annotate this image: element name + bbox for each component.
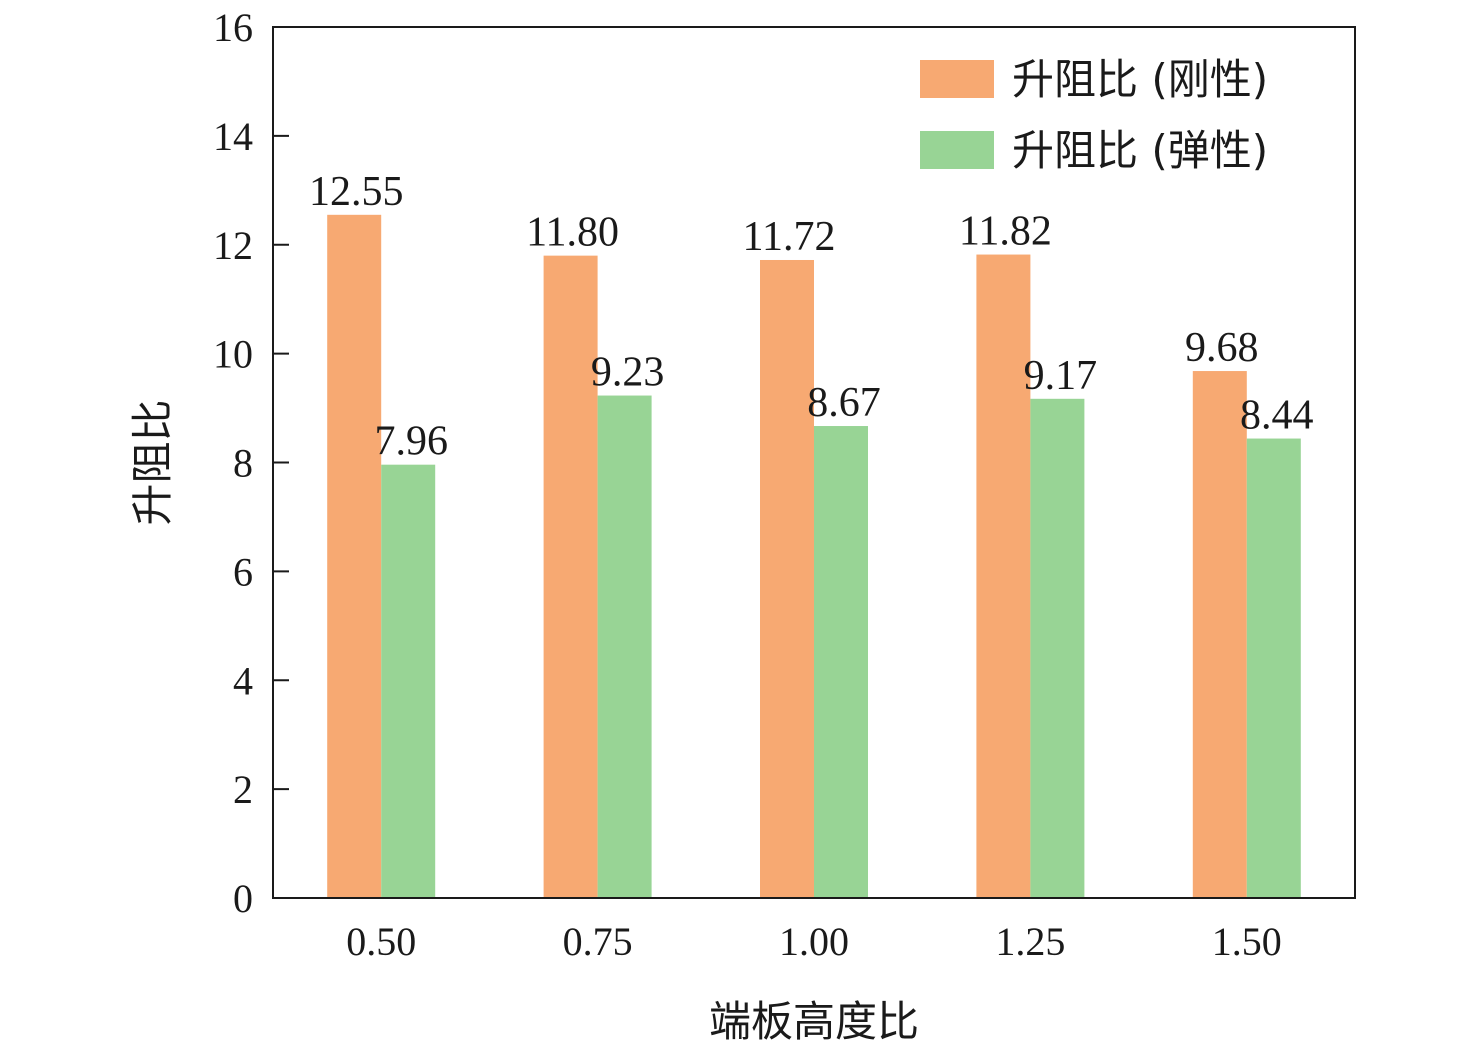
data-label: 9.17 [1024, 353, 1098, 399]
x-axis-title: 端板高度比 [709, 997, 919, 1046]
bar-series-1 [1192, 371, 1247, 898]
data-label: 12.55 [309, 169, 404, 215]
bar-series-2 [1246, 438, 1301, 898]
y-tick-label: 0 [233, 876, 253, 921]
data-label: 7.96 [374, 419, 448, 465]
y-tick-label: 4 [233, 658, 253, 703]
bar-series-1 [327, 214, 382, 898]
x-tick-label: 1.00 [779, 919, 849, 964]
y-tick-label: 8 [233, 441, 253, 486]
data-labels-group: 12.55 7.96 11.80 9.23 11.72 8.67 11.82 9.17 9.68… [309, 169, 1314, 465]
data-label: 8.44 [1240, 393, 1314, 439]
x-tick-label: 1.50 [1212, 919, 1282, 964]
y-tick-label: 14 [213, 114, 253, 159]
bar-series-1 [543, 255, 598, 898]
y-tick-label: 10 [213, 332, 253, 377]
bar-series-2 [597, 395, 652, 898]
y-axis-title: 升阻比 [128, 399, 177, 525]
legend-swatch [920, 131, 994, 169]
bar-series-1 [976, 254, 1031, 898]
bar-series-1 [760, 259, 814, 898]
data-label: 9.68 [1185, 325, 1259, 371]
y-tick-label: 2 [233, 767, 253, 812]
bars-group [327, 214, 1301, 898]
bar-series-2 [1030, 398, 1085, 898]
y-tick-label: 12 [213, 223, 253, 268]
y-tick-label: 16 [213, 5, 253, 50]
x-tick-label: 1.25 [995, 919, 1065, 964]
x-axis-ticks: 0.50 0.75 1.00 1.25 1.50 [346, 919, 1282, 964]
data-label: 11.72 [743, 214, 836, 260]
legend: 升阻比 (刚性) 升阻比 (弹性) [920, 55, 1268, 175]
data-label: 8.67 [807, 380, 881, 426]
data-label: 11.82 [959, 209, 1052, 255]
bar-series-2 [814, 426, 868, 898]
legend-label: 升阻比 (弹性) [1012, 126, 1268, 175]
data-label: 11.80 [526, 210, 619, 256]
y-tick-label: 6 [233, 549, 253, 594]
y-axis-ticks: 0 2 4 6 8 10 12 14 16 [213, 5, 289, 921]
x-tick-label: 0.75 [563, 919, 633, 964]
legend-swatch [920, 60, 994, 98]
legend-label: 升阻比 (刚性) [1012, 55, 1268, 104]
bar-series-2 [381, 464, 436, 898]
data-label: 9.23 [591, 350, 665, 396]
x-tick-label: 0.50 [346, 919, 416, 964]
